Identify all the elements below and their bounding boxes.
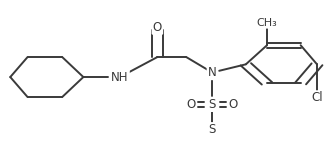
Text: CH₃: CH₃ — [257, 18, 277, 27]
Text: S: S — [208, 123, 216, 136]
Text: NH: NH — [111, 71, 129, 84]
Text: Cl: Cl — [311, 91, 323, 104]
Text: O: O — [229, 98, 238, 111]
Text: N: N — [208, 66, 216, 79]
Text: O: O — [186, 98, 196, 111]
Text: O: O — [153, 21, 162, 33]
Text: S: S — [208, 98, 216, 111]
